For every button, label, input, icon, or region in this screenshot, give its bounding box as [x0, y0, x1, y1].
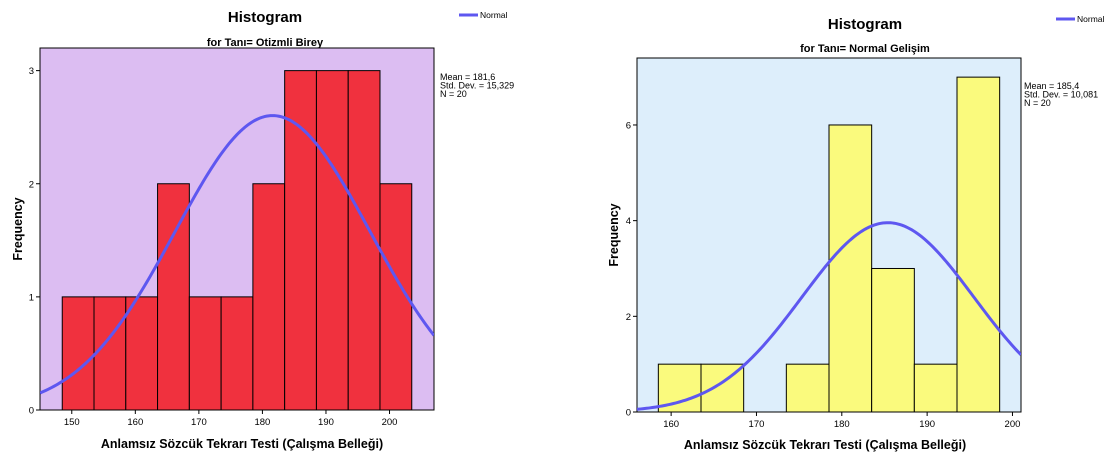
- legend: Normal: [459, 10, 508, 20]
- stat-std-dev: Std. Dev. = 15,329: [440, 81, 514, 91]
- y-tick-label: 4: [626, 216, 631, 227]
- histogram-bar: [125, 296, 159, 411]
- x-tick-label: 160: [127, 417, 143, 428]
- histogram-bar: [828, 124, 873, 413]
- y-tick-label: 6: [626, 120, 631, 131]
- histogram-2: Histogram for Tanı= Normal Gelişim Normal 1…: [607, 14, 1105, 452]
- stat-mean: Mean = 181,6: [440, 72, 495, 82]
- histogram-bar: [93, 296, 127, 411]
- stat-n: N = 20: [1024, 98, 1051, 108]
- x-tick-label: 180: [834, 419, 850, 430]
- histogram-bar: [315, 70, 349, 411]
- y-tick-label: 2: [29, 179, 34, 190]
- legend-label: Normal: [480, 10, 508, 20]
- stat-n: N = 20: [440, 89, 467, 99]
- y-tick-label: 1: [29, 292, 34, 303]
- x-axis: 150 160 170 180 190 200: [64, 410, 398, 428]
- x-tick-label: 200: [382, 417, 398, 428]
- chart-title: Histogram: [228, 9, 302, 26]
- y-axis: 0 1 2 3: [29, 66, 40, 417]
- y-tick-label: 2: [626, 312, 631, 323]
- chart-subtitle: for Tanı= Otizmli Birey: [207, 37, 324, 49]
- chart-title: Histogram: [828, 16, 902, 33]
- x-axis-label: Anlamsız Sözcük Tekrarı Testi (Çalışma B…: [684, 438, 966, 452]
- chart-subtitle: for Tanı= Normal Gelişim: [800, 43, 930, 55]
- y-axis-label: Frequency: [11, 197, 25, 260]
- histogram-1: Histogram for Tanı= Otizmli Birey Normal 15…: [11, 9, 514, 451]
- y-axis: 0 2 4 6: [626, 120, 637, 419]
- y-axis-label: Frequency: [607, 203, 621, 266]
- histogram-bar: [220, 296, 254, 411]
- normal-curve: [40, 114, 434, 395]
- x-tick-label: 150: [64, 417, 80, 428]
- histogram-bar: [252, 183, 286, 411]
- histogram-bar: [956, 76, 1001, 413]
- x-tick-label: 200: [1005, 419, 1021, 430]
- normal-curve: [637, 221, 1021, 411]
- legend-label: Normal: [1077, 14, 1105, 24]
- x-tick-label: 190: [919, 419, 935, 430]
- x-tick-label: 190: [318, 417, 334, 428]
- histogram-bar: [61, 296, 95, 411]
- histogram-bar: [913, 363, 958, 413]
- histogram-bar: [785, 363, 830, 413]
- x-tick-label: 170: [191, 417, 207, 428]
- y-tick-label: 0: [29, 406, 34, 417]
- y-tick-label: 0: [626, 408, 631, 419]
- x-tick-label: 170: [749, 419, 765, 430]
- x-axis: 160 170 180 190 200: [663, 412, 1020, 430]
- legend: Normal: [1056, 14, 1105, 24]
- x-axis-label: Anlamsız Sözcük Tekrarı Testi (Çalışma B…: [101, 437, 383, 451]
- histogram-bar: [871, 267, 915, 413]
- histogram-bar: [157, 183, 190, 411]
- stat-mean: Mean = 185,4: [1024, 81, 1079, 91]
- histogram-bar: [188, 296, 222, 411]
- x-tick-label: 160: [663, 419, 679, 430]
- x-tick-label: 180: [254, 417, 270, 428]
- bars: [657, 76, 1001, 413]
- stat-std-dev: Std. Dev. = 10,081: [1024, 90, 1098, 100]
- y-tick-label: 3: [29, 66, 34, 77]
